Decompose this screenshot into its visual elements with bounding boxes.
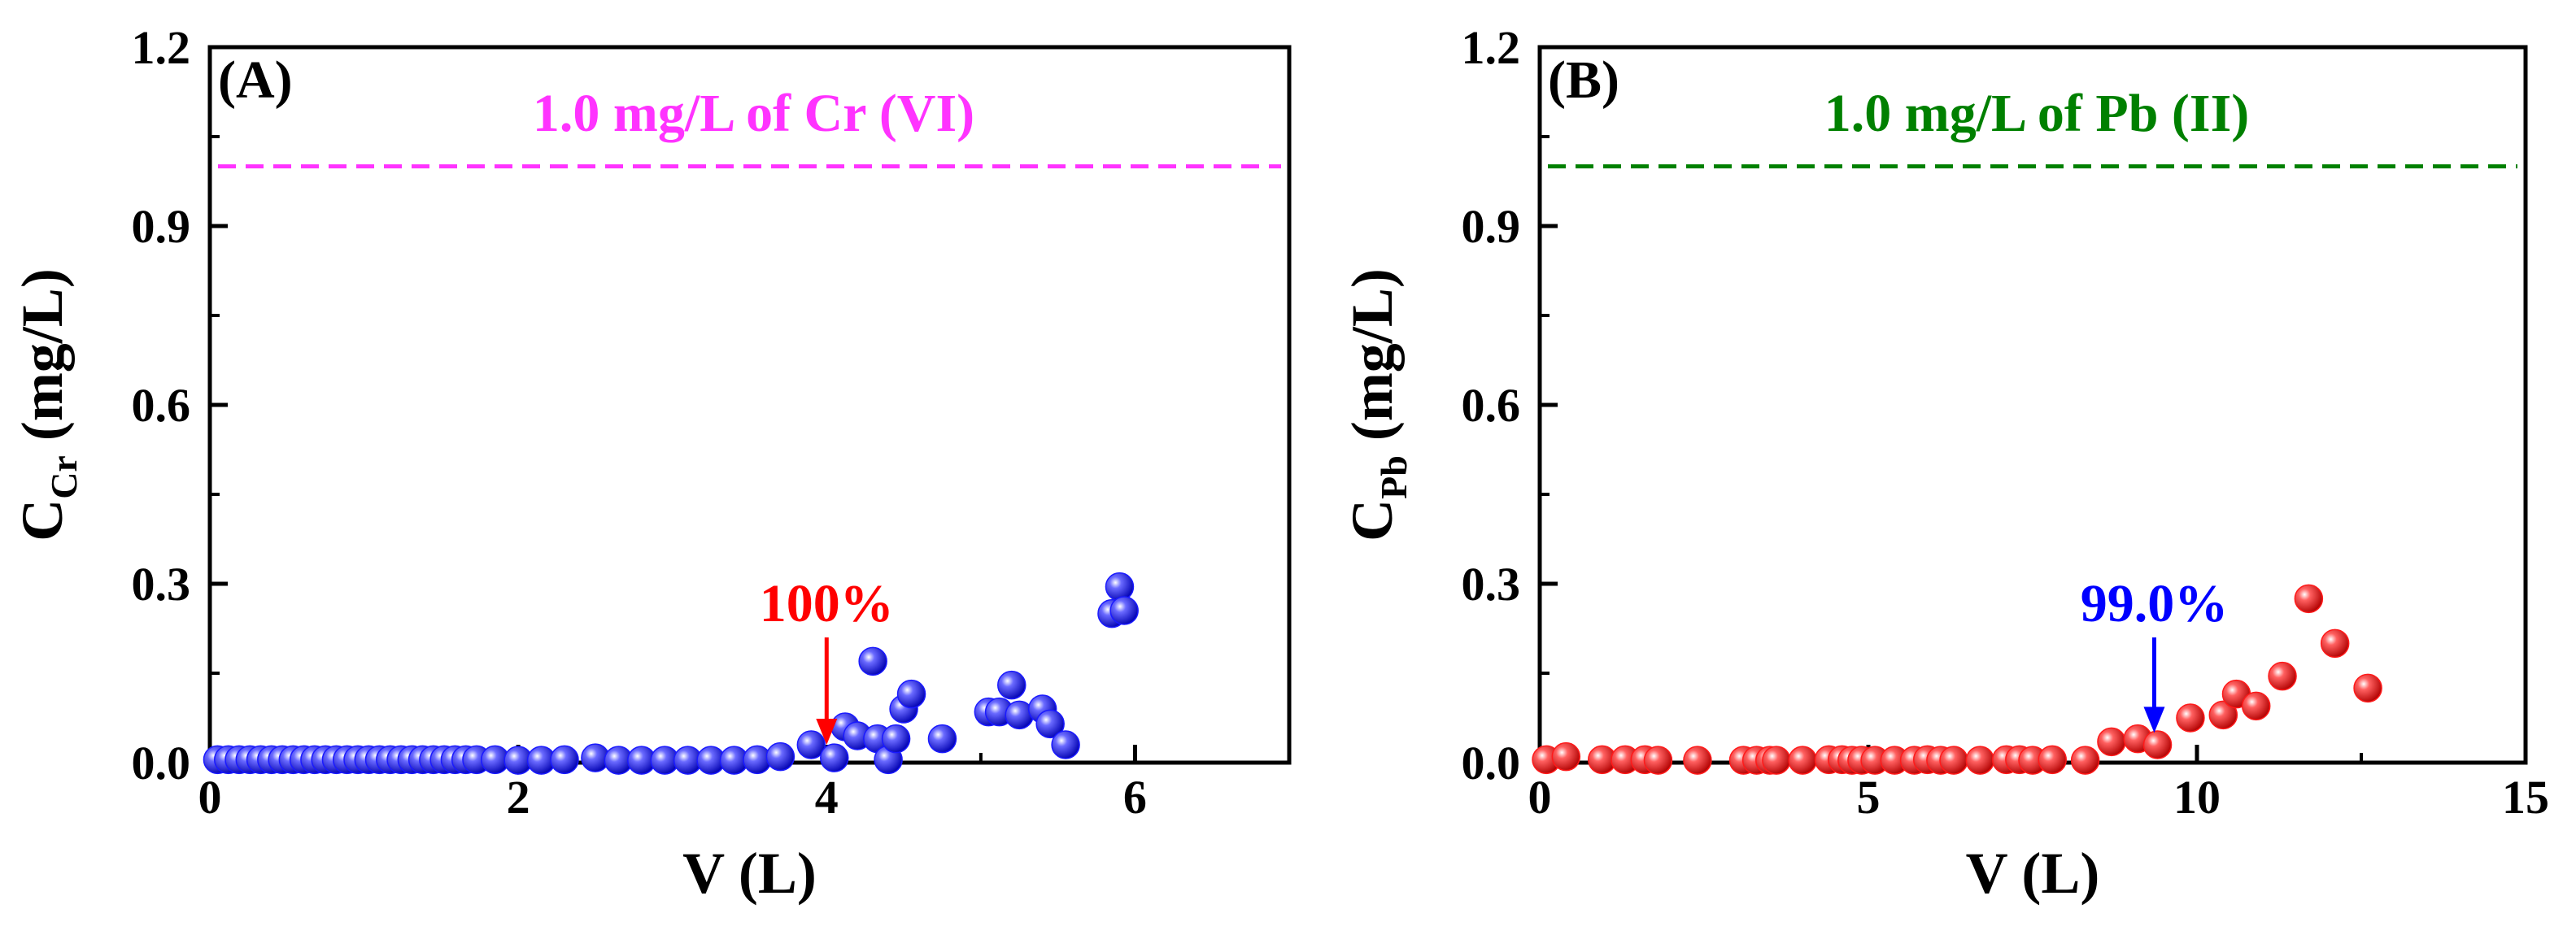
y-axis-label-subscript: Cr [43,455,85,499]
data-point [2320,628,2350,659]
data-point [1939,746,1968,775]
x-tick-label: 0 [1528,771,1552,824]
y-tick-label: 0.9 [1462,200,1521,253]
data-point [2268,661,2297,691]
data-point [2294,584,2324,614]
data-point [896,679,926,709]
reference-label: 1.0 mg/L of Pb (II) [1824,84,2250,143]
data-point [2353,673,2382,703]
chart-panel-1: 0 2 4 6 0.0 0.3 0.6 0.9 1.2 V (L) CCr (mg/L) (A) 1.0… [10,21,1292,906]
chart-panel-2: 0 5 10 15 0.0 0.3 0.6 0.9 1.2 V (L) CPb (mg/L) (B) 1… [1340,21,2549,906]
y-axis-label-main: C [10,499,75,541]
annotation-label: 99.0% [2081,574,2229,633]
y-axis-label: CPb (mg/L) [1340,268,1414,541]
data-point [1683,746,1712,775]
data-point [1035,709,1065,739]
x-tick-label: 6 [1123,771,1147,824]
x-tick-label: 2 [507,771,530,824]
x-tick-label: 15 [2502,771,2549,824]
annotation-arrow-head [816,719,838,745]
data-point [2038,745,2067,775]
y-tick-label: 0.3 [1462,558,1521,611]
data-point [1109,596,1139,625]
y-axis-label-unit: (mg/L) [10,268,75,455]
data-point [881,724,911,754]
data-point [1788,746,1817,775]
y-tick-label: 0.9 [132,200,191,253]
x-axis-label: V (L) [682,841,817,906]
x-tick-label: 4 [815,771,839,824]
data-point [820,743,849,772]
y-tick-label: 0.6 [1462,379,1521,432]
data-point [1105,572,1135,602]
data-point [2208,700,2238,730]
x-tick-label: 5 [1857,771,1881,824]
annotation-label: 100% [760,574,894,633]
y-tick-label: 0.3 [132,558,191,611]
x-tick-label: 0 [198,771,222,824]
plot-frame [207,45,1292,765]
data-point [927,724,957,754]
data-point [2241,691,2271,721]
y-axis-label-main: C [1340,499,1405,541]
panel-label: (A) [218,50,293,110]
data-point [1051,730,1080,759]
y-tick-label: 0.0 [132,737,191,789]
reference-label: 1.0 mg/L of Cr (VI) [533,84,974,143]
y-tick-label: 0.6 [132,379,191,432]
data-point [1762,746,1791,775]
y-axis-label: CCr (mg/L) [10,268,85,541]
annotation-arrow-head [2143,707,2165,733]
y-axis-label-subscript: Pb [1373,455,1414,499]
data-series [203,572,1139,775]
data-point [1965,746,1995,775]
data-point [858,646,887,676]
x-tick-label: 10 [2173,771,2221,824]
data-point [997,670,1026,700]
y-tick-label: 0.0 [1462,737,1521,789]
panel-label: (B) [1548,50,1619,110]
data-point [1551,741,1581,772]
y-tick-label: 1.2 [132,21,191,74]
data-point [765,741,795,772]
data-point [550,745,579,775]
y-tick-label: 1.2 [1462,21,1521,74]
y-axis-label-unit: (mg/L) [1340,268,1405,455]
x-axis-label: V (L) [1966,841,2100,906]
data-point [2097,727,2126,757]
data-point [2176,703,2205,733]
data-point [1643,746,1673,775]
data-point [2070,746,2100,775]
data-point [2142,730,2173,759]
data-point [796,730,826,759]
data-series [1532,584,2382,775]
plot-frame [1537,45,2528,765]
